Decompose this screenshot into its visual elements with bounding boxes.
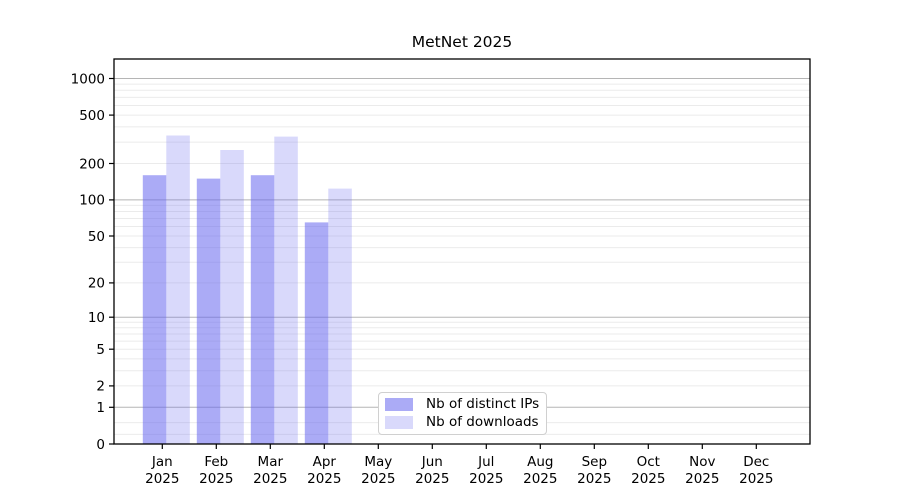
x-tick-label-month: Aug (527, 454, 553, 470)
bar-downloads (274, 136, 298, 444)
x-tick-label-year: 2025 (631, 471, 665, 487)
x-tick-label-year: 2025 (361, 471, 395, 487)
x-tick-label-month: May (364, 454, 392, 470)
legend-label-downloads: Nb of downloads (426, 414, 539, 430)
x-tick-label-month: Dec (743, 454, 769, 470)
y-tick-label: 0 (96, 437, 105, 453)
chart-title: MetNet 2025 (411, 33, 513, 51)
y-tick-label: 100 (79, 193, 105, 209)
x-tick-label-month: Jan (151, 454, 173, 470)
x-tick-label-year: 2025 (523, 471, 557, 487)
bar-downloads (220, 150, 244, 444)
y-tick-label: 1 (96, 400, 105, 416)
bar-distinct-ips (304, 222, 329, 444)
x-tick-label-year: 2025 (145, 471, 179, 487)
y-tick-label: 200 (79, 156, 105, 172)
legend-swatch-distinct-ips (385, 397, 413, 411)
y-tick-label: 500 (79, 108, 105, 124)
y-tick-label: 50 (88, 229, 105, 245)
y-tick-label: 10 (88, 310, 105, 326)
legend-label-distinct-ips: Nb of distinct IPs (426, 396, 540, 412)
x-tick-label-month: Jul (477, 454, 494, 470)
legend-item-distinct-ips: Nb of distinct IPs (385, 396, 540, 412)
x-tick-label-month: Feb (204, 454, 228, 470)
x-tick-label-year: 2025 (577, 471, 611, 487)
x-tick-label-year: 2025 (253, 471, 287, 487)
x-tick-label-month: Jun (421, 454, 443, 470)
x-tick-label-month: Mar (258, 454, 284, 470)
legend-box: Nb of distinct IPs Nb of downloads (378, 392, 547, 435)
x-tick-label-year: 2025 (685, 471, 719, 487)
bar-distinct-ips (196, 178, 221, 444)
x-tick-label-month: Apr (313, 454, 337, 470)
x-tick-label-year: 2025 (415, 471, 449, 487)
legend-item-downloads: Nb of downloads (385, 414, 540, 430)
legend-swatch-downloads (385, 415, 413, 429)
plot-border (113, 58, 811, 445)
bar-distinct-ips (142, 175, 167, 444)
x-tick-label-month: Nov (689, 454, 715, 470)
y-tick-label: 5 (96, 342, 105, 358)
y-tick-label: 1000 (71, 71, 105, 87)
x-tick-label-year: 2025 (307, 471, 341, 487)
bar-distinct-ips (250, 175, 275, 444)
x-tick-label-year: 2025 (469, 471, 503, 487)
y-tick-label: 20 (88, 276, 105, 292)
x-tick-label-year: 2025 (739, 471, 773, 487)
x-tick-label-month: Sep (582, 454, 607, 470)
y-tick-label: 2 (96, 379, 105, 395)
x-tick-label-year: 2025 (199, 471, 233, 487)
bar-downloads (166, 135, 190, 444)
bar-downloads (328, 188, 352, 444)
x-tick-label-month: Oct (637, 454, 660, 470)
